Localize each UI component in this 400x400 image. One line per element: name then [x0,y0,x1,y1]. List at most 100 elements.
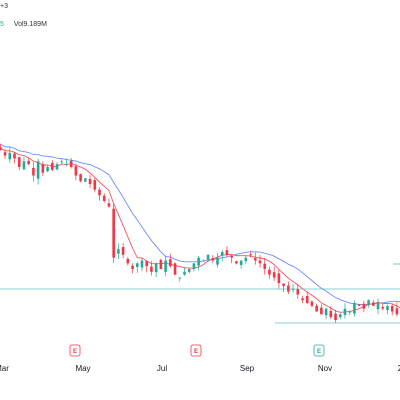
candle-body [282,283,285,286]
candle-body [320,307,323,315]
candle-body [0,147,2,150]
candle-body [211,258,215,261]
candle [159,258,163,270]
candle [169,253,172,268]
candle-body [131,265,134,269]
candle-body [277,273,281,284]
candle [253,252,257,265]
candle-body [140,260,144,268]
candle-body [32,167,35,176]
candle [164,256,167,277]
candle-body [225,250,229,255]
candle [36,158,40,185]
ma-slow-line [0,143,400,306]
candle [102,193,106,203]
candle-body [102,195,106,201]
candle-body [296,289,300,295]
candle [126,256,130,266]
candle [84,177,87,182]
candle-body [197,257,200,266]
candle [32,162,35,182]
candle-body [244,257,248,262]
candle [310,300,314,308]
candle [0,143,2,151]
candle [69,157,73,169]
candle-body [173,263,177,275]
candle-body [291,288,295,290]
candle [150,261,153,276]
candle [112,203,115,264]
candle-body [310,301,314,306]
candle [353,300,356,317]
candle [107,198,111,208]
legend-volume-value: 9.189M [23,21,47,28]
candle-body [79,174,82,182]
earnings-badge-label: E [317,349,321,355]
earnings-badge[interactable]: E [313,344,325,357]
candle [244,255,248,265]
candle-body [315,305,318,312]
candle-body [334,313,337,320]
candle-body [329,310,333,318]
candle [140,258,144,272]
candle-body [36,161,40,179]
candle-body [206,254,210,260]
candle [381,303,385,311]
candle-body [343,308,347,316]
earnings-badge[interactable]: E [190,344,202,357]
candle-body [164,260,167,272]
candle-body [135,263,139,267]
candle-body [8,152,12,160]
candle [183,266,186,276]
candle [173,262,177,275]
candle [235,260,238,265]
candle-body [126,258,130,264]
candle [249,250,252,258]
earnings-badge-frame [313,344,325,357]
candle [187,268,191,274]
candle-body [357,304,361,306]
candle [301,296,304,304]
candle [296,283,300,299]
candle [17,156,21,171]
month-tick-label: 2 [398,364,400,373]
month-tick-label: Sep [240,364,255,373]
candle-body [395,308,399,315]
candle-body [159,259,163,269]
candle-body [98,189,101,196]
candle [220,249,224,262]
candle [154,262,158,278]
candle-body [362,303,366,309]
earnings-badge[interactable]: E [69,344,81,357]
candle [367,299,370,308]
earnings-badge-label: E [73,349,77,355]
candle [272,266,276,281]
legend-change: +3 [0,3,8,10]
candle-body [88,179,92,184]
candle [121,243,125,259]
ma-fast-line [0,147,400,313]
candle [263,257,267,275]
candle-body [27,160,30,165]
candle-body [117,249,120,254]
candle-body [46,167,49,172]
candle [197,255,200,271]
month-tick-label: Nov [318,364,332,373]
candle [239,260,243,269]
candle-body [253,258,257,261]
candle [135,261,139,273]
candle [74,163,78,181]
candle-body [230,256,233,258]
candle-body [338,314,342,318]
candle [258,254,262,268]
candle-body [74,166,78,176]
candle [343,303,347,319]
candle [324,307,328,320]
candle [3,149,7,159]
candle [362,300,366,313]
candle [282,283,285,293]
candle [277,269,281,289]
candle [357,304,361,307]
